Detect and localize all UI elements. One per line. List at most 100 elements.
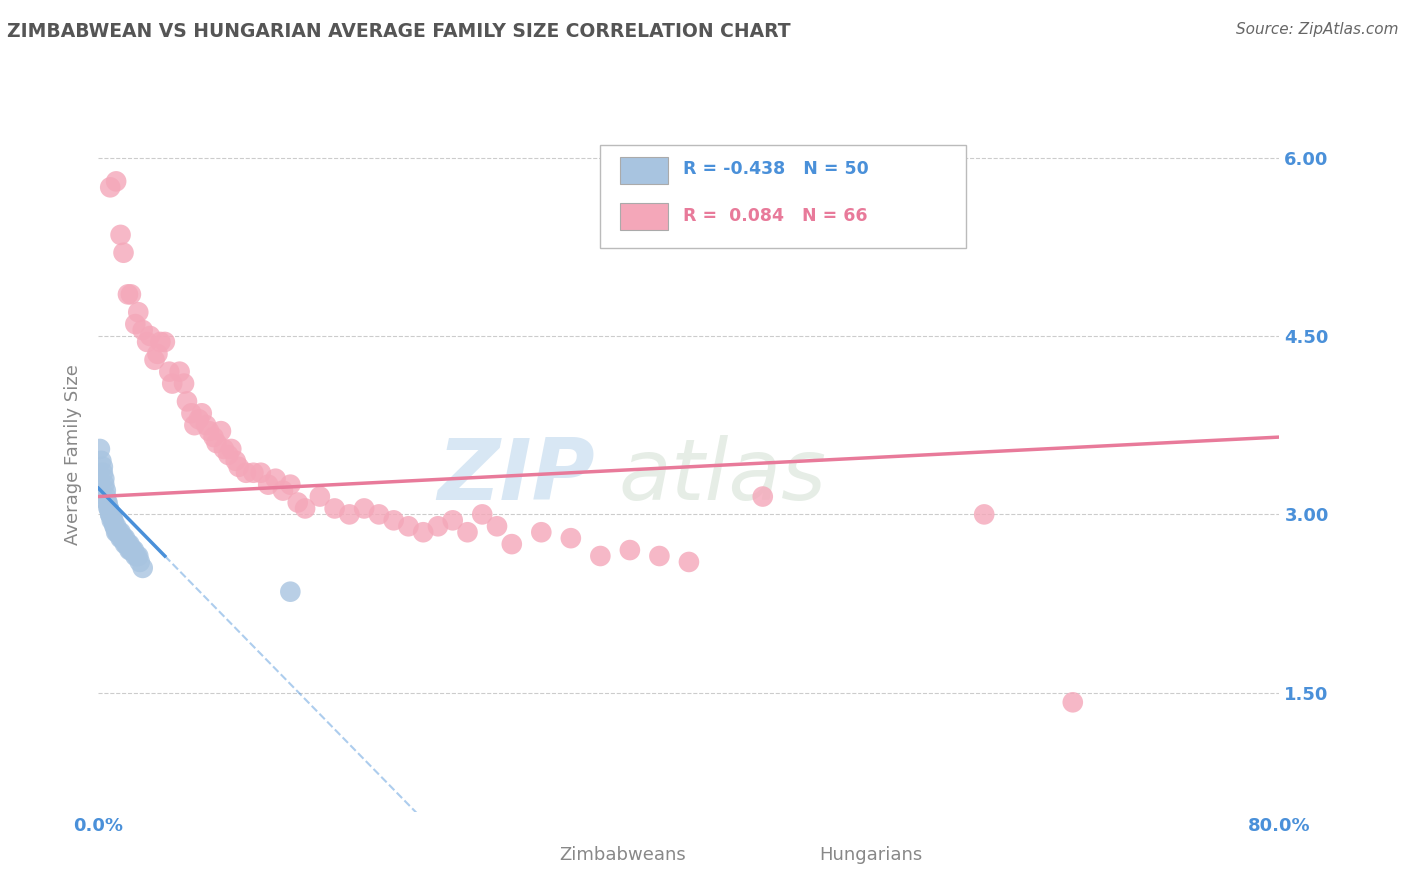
Point [153,334,176,349]
Point [114,531,136,545]
Point [427,519,450,533]
Point [105,174,128,188]
Point [162,376,183,391]
Point [212,442,235,456]
Point [103,513,125,527]
Point [110,525,132,540]
Point [105,519,128,533]
Point [146,347,169,361]
Text: Hungarians: Hungarians [818,846,922,863]
Text: R = -0.438   N = 50: R = -0.438 N = 50 [683,161,869,178]
Point [191,406,214,420]
Point [242,466,264,480]
Point [278,477,302,491]
Point [198,424,221,438]
Point [124,549,146,563]
Point [91,459,114,474]
Point [104,519,127,533]
Point [589,549,612,563]
Point [441,513,464,527]
Point [250,466,273,480]
Point [228,459,250,474]
Point [619,543,641,558]
Point [100,513,122,527]
Text: ZIP: ZIP [437,434,595,518]
Point [120,543,142,558]
Point [117,287,139,301]
Point [136,334,159,349]
Point [96,495,118,509]
Point [125,549,148,563]
Y-axis label: Average Family Size: Average Family Size [63,365,82,545]
Point [100,508,122,522]
Point [973,508,995,522]
Point [132,323,155,337]
Point [112,245,135,260]
Point [278,584,302,599]
Point [169,365,191,379]
Point [90,454,112,468]
Point [287,495,309,509]
Point [176,394,198,409]
Point [114,537,136,551]
Point [93,477,115,491]
Text: atlas: atlas [619,434,827,518]
Point [294,501,316,516]
Point [456,525,478,540]
Point [97,501,120,516]
Point [111,531,134,545]
Point [271,483,294,498]
Point [98,180,121,194]
Point [187,412,209,426]
Point [219,442,242,456]
Point [209,424,232,438]
Point [120,287,142,301]
Point [115,537,138,551]
Point [120,543,142,558]
Point [103,513,125,527]
Point [110,227,132,242]
Point [121,543,143,558]
Text: Source: ZipAtlas.com: Source: ZipAtlas.com [1236,22,1399,37]
Text: Zimbabweans: Zimbabweans [560,846,686,863]
Point [337,508,360,522]
FancyBboxPatch shape [759,841,804,878]
Point [501,537,523,551]
Point [678,555,700,569]
Point [98,508,121,522]
Point [108,525,131,540]
Point [323,501,346,516]
Point [202,430,225,444]
Point [96,495,118,509]
Point [264,472,287,486]
Point [122,543,145,558]
Point [91,466,114,480]
Point [235,466,257,480]
Point [217,448,239,462]
Point [257,477,280,491]
Point [111,531,134,545]
Point [93,472,115,486]
Point [143,352,166,367]
Point [173,376,195,391]
FancyBboxPatch shape [600,145,966,248]
Point [89,442,111,456]
Point [94,483,117,498]
Point [121,543,143,558]
Point [128,555,150,569]
Point [118,543,141,558]
Point [118,537,141,551]
Point [205,436,228,450]
Point [94,490,117,504]
Point [183,418,205,433]
Point [195,418,218,433]
Point [115,537,138,551]
Point [117,537,139,551]
Point [751,490,773,504]
Point [110,531,132,545]
Point [117,537,139,551]
Point [97,501,120,516]
Point [309,490,332,504]
Point [127,549,149,563]
Point [124,317,146,331]
